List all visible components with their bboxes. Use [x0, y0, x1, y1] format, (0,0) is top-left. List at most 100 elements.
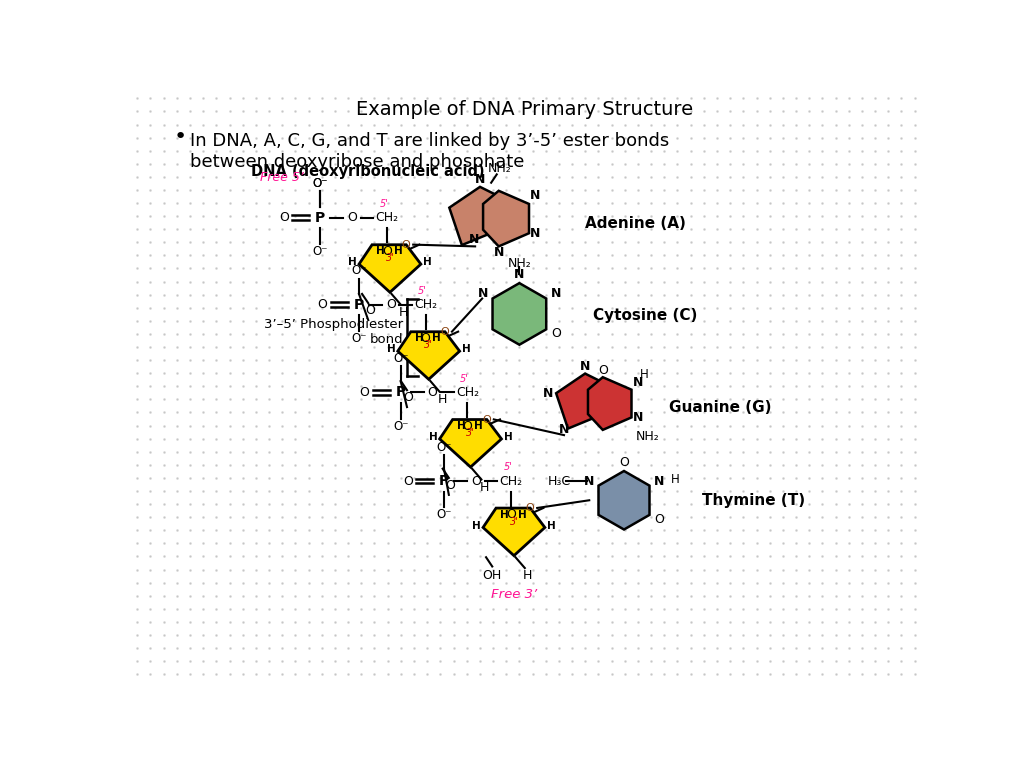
Point [801, 170, 817, 183]
Point [524, 538, 541, 550]
Point [801, 105, 817, 118]
Point [129, 603, 145, 615]
Point [643, 511, 659, 523]
Point [327, 250, 343, 262]
Point [670, 92, 686, 104]
Point [287, 603, 303, 615]
Point [221, 458, 238, 471]
Point [313, 328, 330, 340]
Point [656, 485, 673, 497]
Point [261, 616, 278, 628]
Point [695, 629, 712, 641]
Point [578, 184, 594, 196]
Point [682, 472, 698, 484]
Point [432, 210, 449, 222]
Point [670, 445, 686, 458]
Point [643, 276, 659, 288]
Point [603, 603, 620, 615]
Point [906, 118, 923, 131]
Point [261, 157, 278, 170]
Point [234, 263, 251, 275]
Point [709, 551, 725, 563]
Text: CH₂: CH₂ [456, 386, 479, 399]
Point [392, 118, 409, 131]
Point [195, 419, 211, 432]
Point [327, 157, 343, 170]
Point [762, 170, 778, 183]
Point [340, 380, 356, 392]
Point [749, 184, 765, 196]
Point [484, 289, 501, 301]
Point [380, 668, 396, 680]
Point [854, 105, 870, 118]
Point [867, 105, 884, 118]
Point [261, 603, 278, 615]
Point [261, 551, 278, 563]
Point [854, 538, 870, 550]
Point [142, 341, 159, 353]
Text: O: O [440, 326, 450, 336]
Point [867, 419, 884, 432]
Point [327, 629, 343, 641]
Point [195, 367, 211, 379]
Point [419, 458, 435, 471]
Point [208, 577, 224, 589]
Point [564, 197, 581, 209]
Point [340, 564, 356, 576]
Point [643, 170, 659, 183]
Point [643, 406, 659, 419]
Point [630, 564, 646, 576]
Point [484, 315, 501, 327]
Point [313, 629, 330, 641]
Point [867, 472, 884, 484]
Point [129, 511, 145, 523]
Point [578, 498, 594, 510]
Point [156, 551, 172, 563]
Point [722, 551, 738, 563]
Point [590, 524, 606, 536]
Point [616, 445, 633, 458]
Point [353, 524, 370, 536]
Point [854, 577, 870, 589]
Point [432, 276, 449, 288]
Point [313, 668, 330, 680]
Point [340, 524, 356, 536]
Point [749, 367, 765, 379]
Point [775, 564, 792, 576]
Point [670, 118, 686, 131]
Point [248, 485, 264, 497]
Point [775, 105, 792, 118]
Point [484, 472, 501, 484]
Point [459, 406, 475, 419]
Point [735, 237, 752, 249]
Point [551, 328, 567, 340]
Point [749, 642, 765, 654]
Point [129, 367, 145, 379]
Point [432, 668, 449, 680]
Point [656, 551, 673, 563]
Point [182, 341, 199, 353]
Point [445, 577, 462, 589]
Point [643, 432, 659, 445]
Point [670, 250, 686, 262]
Point [353, 289, 370, 301]
Text: O⁻: O⁻ [312, 177, 328, 190]
Point [484, 419, 501, 432]
Point [630, 668, 646, 680]
Point [274, 223, 291, 235]
Point [274, 458, 291, 471]
Point [630, 616, 646, 628]
Point [129, 315, 145, 327]
Point [169, 616, 185, 628]
Point [906, 498, 923, 510]
Point [722, 577, 738, 589]
Point [538, 655, 554, 667]
Point [590, 144, 606, 157]
Point [432, 380, 449, 392]
Point [880, 564, 896, 576]
Point [511, 564, 527, 576]
Point [670, 328, 686, 340]
Point [616, 210, 633, 222]
Point [709, 458, 725, 471]
Point [603, 406, 620, 419]
